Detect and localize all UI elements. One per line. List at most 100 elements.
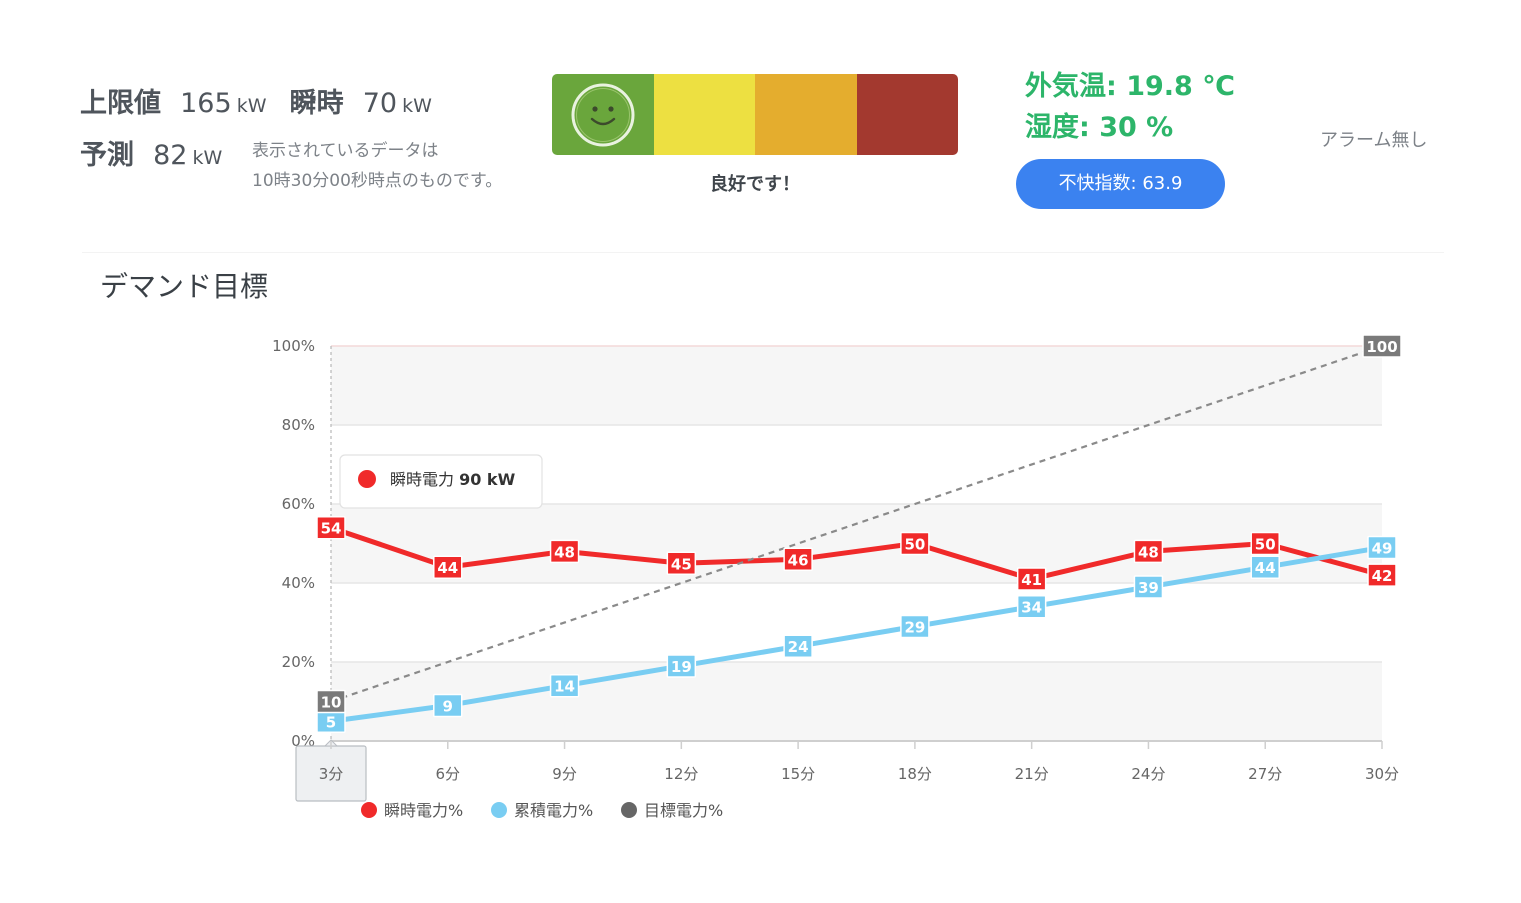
forecast-label: 予測: [80, 140, 134, 171]
y-tick-label: 60%: [282, 495, 315, 513]
data-label: 39: [1133, 575, 1164, 599]
data-label-box: [1367, 535, 1397, 560]
data-label: 5: [316, 709, 346, 733]
data-label-box: [1362, 334, 1402, 358]
gauge-segment-caution: [653, 74, 755, 155]
legend-label: 目標電力%: [644, 801, 723, 820]
data-label-text: 46: [788, 551, 809, 569]
humidity: 湿度: 30 %: [1025, 112, 1174, 143]
legend-label: 累積電力%: [514, 801, 593, 820]
instant-label: 瞬時: [289, 88, 344, 119]
x-tick-label: 21分: [1015, 765, 1049, 783]
y-tick-label: 20%: [282, 653, 315, 671]
forecast-stat: 予測 82 kW: [80, 133, 222, 172]
data-label-box: [433, 693, 463, 718]
section-title: デマンド目標: [100, 270, 269, 303]
tooltip-text: 瞬時電力 90 kW: [390, 470, 516, 489]
data-label-text: 10: [321, 694, 342, 712]
limit-value: 165: [180, 88, 232, 119]
data-label: 49: [1367, 535, 1397, 560]
x-tick-label: 24分: [1131, 765, 1165, 783]
data-label: 41: [1016, 567, 1047, 591]
data-label: 14: [549, 673, 580, 698]
data-label-text: 50: [904, 536, 925, 554]
series-line-0: [330, 525, 1383, 582]
data-label-text: 44: [437, 559, 458, 577]
data-timestamp-note: 表示されているデータは 10時30分00秒時点のものです。: [252, 136, 502, 196]
x-tick-label: 9分: [552, 765, 577, 783]
legend-marker: [491, 802, 507, 818]
x-tick-label: 12分: [664, 765, 698, 783]
data-label-text: 39: [1138, 579, 1159, 597]
data-label-box: [1250, 531, 1280, 556]
instant-value: 70: [362, 88, 398, 119]
series-line-1: [330, 544, 1383, 724]
limit-unit: kW: [236, 95, 267, 117]
data-label-text: 48: [1138, 543, 1159, 561]
data-label: 45: [666, 551, 697, 575]
outdoor-temperature: 外気温: 19.8 ℃: [1025, 71, 1235, 102]
data-label-text: 34: [1021, 599, 1042, 617]
data-label: 50: [900, 531, 930, 556]
chart-tooltip: 瞬時電力 90 kW: [339, 454, 543, 509]
data-label: 46: [783, 547, 813, 572]
forecast-unit: kW: [192, 147, 223, 169]
data-label: 54: [316, 515, 346, 540]
data-label-box: [783, 547, 813, 572]
legend-item-1[interactable]: 累積電力%: [491, 801, 593, 820]
x-tick-label: 3分: [319, 765, 344, 783]
data-label-box: [1250, 555, 1280, 579]
plot-band: [331, 346, 1382, 425]
data-label-box: [1016, 567, 1047, 591]
legend-marker: [621, 802, 637, 818]
data-label-text: 5: [326, 713, 336, 731]
data-label: 100: [1362, 334, 1402, 358]
data-label-box: [1367, 563, 1397, 587]
x-tick-label: 6分: [436, 765, 461, 783]
legend-item-0[interactable]: 瞬時電力%: [361, 801, 463, 820]
data-label: 10: [316, 689, 346, 714]
data-label-text: 14: [554, 678, 575, 696]
legend-item-2[interactable]: 目標電力%: [621, 801, 723, 820]
gauge-status-text: 良好です！: [710, 174, 800, 195]
data-label: 48: [549, 539, 580, 564]
demand-status-gauge: [552, 74, 958, 155]
data-label: 24: [783, 634, 813, 658]
data-label-box: [1133, 539, 1164, 564]
data-label-box: [900, 614, 930, 639]
plot-band: [331, 662, 1382, 741]
data-label-box: [316, 515, 346, 540]
data-label-text: 48: [554, 543, 575, 561]
data-label-box: [549, 673, 580, 698]
smiley-face-icon: [571, 83, 635, 147]
data-label: 50: [1250, 531, 1280, 556]
data-label-text: 100: [1366, 338, 1397, 356]
data-label: 29: [900, 614, 930, 639]
x-tick-label: 27分: [1248, 765, 1282, 783]
y-tick-label: 40%: [282, 574, 315, 592]
data-label-text: 19: [671, 658, 692, 676]
data-label-text: 42: [1372, 567, 1393, 585]
series-line-2: [330, 344, 1383, 703]
forecast-value: 82: [153, 140, 188, 171]
discomfort-index-button[interactable]: 不快指数: 63.9: [1016, 159, 1225, 209]
data-label-text: 45: [671, 555, 692, 573]
data-label-text: 50: [1255, 536, 1276, 554]
data-label-text: 29: [904, 618, 925, 636]
gauge-segment-warning: [755, 74, 857, 155]
data-label-box: [316, 689, 346, 714]
data-label-text: 24: [788, 638, 809, 656]
data-label-text: 9: [443, 697, 453, 715]
section-divider: [82, 252, 1444, 253]
tooltip-series-dot: [358, 470, 376, 488]
y-tick-label: 100%: [272, 337, 315, 355]
tooltip-series-name: 瞬時電力: [390, 470, 459, 489]
legend-marker: [361, 802, 377, 818]
instant-unit: kW: [402, 95, 432, 117]
data-label-text: 54: [321, 520, 342, 538]
data-label-box: [666, 551, 697, 575]
y-tick-label: 80%: [282, 416, 315, 434]
note-line-1: 表示されているデータは: [252, 141, 439, 161]
x-tick-label: 18分: [898, 765, 932, 783]
